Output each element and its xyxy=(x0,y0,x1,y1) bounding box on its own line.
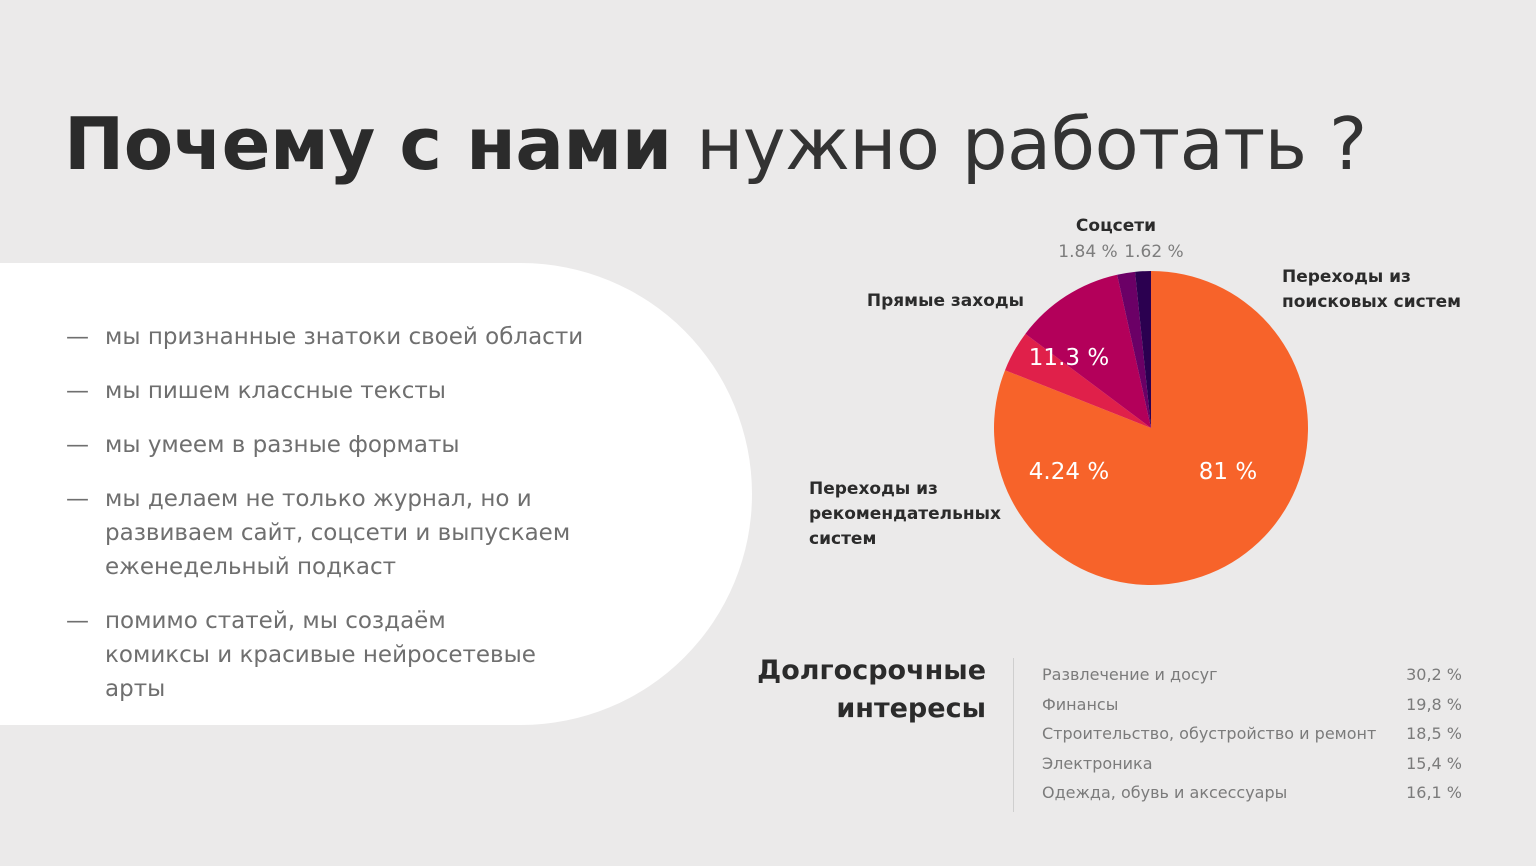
interests-title-line2: интересы xyxy=(836,693,986,724)
interest-row: Строительство, обустройство и ремонт 18,5… xyxy=(1042,719,1462,749)
reasons-list: — мы признанные знатоки своей области — мы… xyxy=(66,320,666,726)
dash: — xyxy=(66,432,89,458)
interest-name: Строительство, обустройство и ремонт xyxy=(1042,724,1377,744)
pie-slice xyxy=(1025,274,1151,428)
pie-slice xyxy=(1117,271,1151,428)
slice-category-label: Прямые заходы xyxy=(867,291,1024,311)
interest-row: Финансы 19,8 % xyxy=(1042,690,1462,720)
slice-category-label: Переходы из xyxy=(1282,267,1411,287)
reason-item: — мы умеем в разные форматы xyxy=(66,428,666,462)
slice-category-label: рекомендательных xyxy=(809,504,1001,524)
reason-item: — мы делаем не только журнал, но и развив… xyxy=(66,482,645,584)
slice-value-label: 1.84 % xyxy=(1058,242,1117,262)
reason-text: мы пишем классные тексты xyxy=(105,378,446,404)
reason-text: мы умеем в разные форматы xyxy=(105,432,460,458)
interest-name: Электроника xyxy=(1042,753,1153,773)
interests-table: Развлечение и досуг 30,2 % Финансы 19,8 % … xyxy=(1042,660,1462,808)
interest-value: 16,1 % xyxy=(1406,783,1462,803)
reason-item: — мы признанные знатоки своей области xyxy=(66,320,666,354)
reason-text: мы признанные знатоки своей области xyxy=(105,324,584,350)
page-title-light: нужно работать ? xyxy=(696,102,1367,186)
interests-divider xyxy=(1013,658,1014,812)
interests-title-line1: Долгосрочные xyxy=(757,655,986,686)
interest-value: 30,2 % xyxy=(1406,665,1462,684)
page-title: Почему с нами нужно работать ? xyxy=(64,96,1367,192)
reason-text: помимо статей, мы создаём комиксы и крас… xyxy=(105,608,536,702)
page-title-bold: Почему с нами xyxy=(64,102,672,186)
interest-value: 15,4 % xyxy=(1406,753,1462,773)
slice-category-label: Соцсети xyxy=(1076,216,1156,236)
slice-value-label: 11.3 % xyxy=(1029,345,1109,371)
dash: — xyxy=(66,378,89,404)
reason-item: — помимо статей, мы создаём комиксы и кра… xyxy=(66,604,555,706)
slice-category-label: поисковых систем xyxy=(1282,292,1461,312)
dash: — xyxy=(66,324,89,350)
slice-category-label: Переходы из xyxy=(809,479,938,499)
interest-row: Развлечение и досуг 30,2 % xyxy=(1042,660,1462,690)
pie-slice xyxy=(1135,271,1151,428)
slice-value-label: 4.24 % xyxy=(1029,459,1109,485)
interest-name: Одежда, обувь и аксессуары xyxy=(1042,783,1288,803)
interest-name: Финансы xyxy=(1042,694,1119,714)
dash: — xyxy=(66,486,89,512)
reason-item: — мы пишем классные тексты xyxy=(66,374,666,408)
pie-slice xyxy=(1005,333,1151,428)
interest-name: Развлечение и досуг xyxy=(1042,665,1218,684)
reasons-panel xyxy=(0,263,752,725)
interest-row: Электроника 15,4 % xyxy=(1042,749,1462,779)
reason-text: мы делаем не только журнал, но и развива… xyxy=(105,486,571,580)
interest-row: Одежда, обувь и аксессуары 16,1 % xyxy=(1042,778,1462,808)
interest-value: 19,8 % xyxy=(1406,694,1462,714)
interest-value: 18,5 % xyxy=(1406,724,1462,744)
traffic-pie-chart: 81 % 4.24 % 11.3 % 1.84 % 1.62 % Соцсети Перех… xyxy=(809,216,1461,585)
interests-title: Долгосрочные интересы xyxy=(740,652,986,728)
slice-category-label: систем xyxy=(809,529,876,549)
slice-value-label: 1.62 % xyxy=(1124,242,1183,262)
slice-value-label: 81 % xyxy=(1199,459,1257,485)
dash: — xyxy=(66,608,89,634)
